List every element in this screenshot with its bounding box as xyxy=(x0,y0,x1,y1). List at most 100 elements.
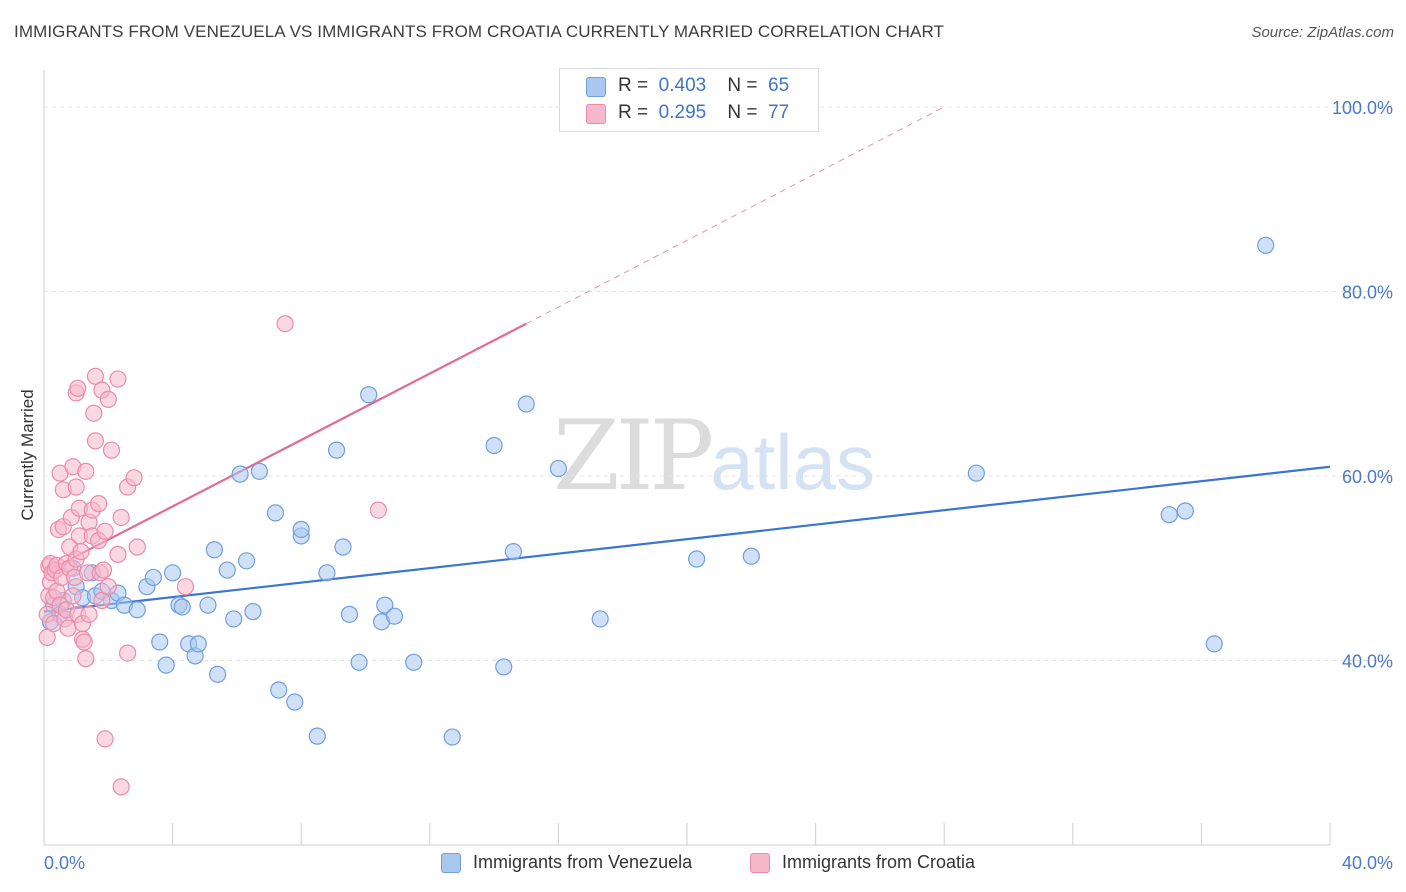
point-croatia-69 xyxy=(276,315,294,333)
r-value-venezuela: 0.403 xyxy=(658,75,707,96)
watermark-atlas: atlas xyxy=(710,418,875,506)
n-value-croatia: 77 xyxy=(768,102,790,123)
point-venezuela-28 xyxy=(225,610,243,628)
point-venezuela-18 xyxy=(164,564,182,582)
point-venezuela-24 xyxy=(199,596,217,614)
point-croatia-68 xyxy=(176,578,195,596)
series-swatch-croatia xyxy=(750,853,770,873)
series-swatch-venezuela xyxy=(441,853,461,873)
point-venezuela-40 xyxy=(327,441,346,459)
point-croatia-56 xyxy=(96,730,114,748)
y-tick-label-2: 80.0% xyxy=(1342,282,1393,302)
point-croatia-64 xyxy=(118,644,137,662)
point-venezuela-59 xyxy=(1160,506,1178,524)
trend-extension-croatia xyxy=(526,106,945,325)
point-croatia-59 xyxy=(102,441,121,459)
point-venezuela-43 xyxy=(350,653,368,671)
point-venezuela-16 xyxy=(151,633,169,651)
point-venezuela-62 xyxy=(1257,236,1275,254)
legend-swatch-croatia xyxy=(586,104,606,124)
point-croatia-47 xyxy=(86,367,105,385)
point-croatia-61 xyxy=(109,545,127,563)
point-venezuela-27 xyxy=(218,561,236,579)
n-value-venezuela: 65 xyxy=(768,75,790,96)
point-venezuela-39 xyxy=(318,564,336,582)
x-tick-label-max: 40.0% xyxy=(1342,853,1393,873)
gridlines xyxy=(44,106,1392,661)
point-venezuela-30 xyxy=(237,552,256,570)
trend-lines xyxy=(43,106,1331,613)
point-venezuela-51 xyxy=(495,658,513,676)
point-croatia-70 xyxy=(369,501,387,519)
point-croatia-52 xyxy=(93,591,111,610)
point-croatia-66 xyxy=(125,469,143,487)
point-venezuela-50 xyxy=(485,436,503,455)
point-venezuela-32 xyxy=(250,462,269,480)
tick-labels: 40.0% 60.0% 80.0% 100.0% 0.0% 40.0% xyxy=(44,98,1393,873)
series-label-croatia: Immigrants from Croatia xyxy=(782,852,976,872)
point-venezuela-56 xyxy=(688,550,706,568)
point-venezuela-52 xyxy=(504,543,522,561)
point-croatia-54 xyxy=(94,561,113,579)
point-croatia-42 xyxy=(80,605,98,623)
point-croatia-58 xyxy=(99,578,117,596)
point-croatia-62 xyxy=(112,778,130,796)
point-croatia-55 xyxy=(96,522,114,540)
y-tick-label-1: 60.0% xyxy=(1342,467,1393,487)
data-points xyxy=(38,236,1275,796)
point-venezuela-61 xyxy=(1205,635,1223,653)
point-croatia-57 xyxy=(99,390,117,408)
point-venezuela-42 xyxy=(340,605,359,623)
r-value-croatia: 0.295 xyxy=(658,102,707,123)
point-croatia-40 xyxy=(77,650,95,668)
chart-title: IMMIGRANTS FROM VENEZUELA VS IMMIGRANTS … xyxy=(14,22,945,41)
point-venezuela-26 xyxy=(209,665,227,683)
watermark-zip: ZIP xyxy=(553,400,714,512)
point-venezuela-29 xyxy=(231,465,249,483)
point-venezuela-48 xyxy=(405,653,423,671)
point-croatia-0 xyxy=(38,628,56,647)
trend-line-croatia xyxy=(43,322,527,574)
point-croatia-39 xyxy=(77,462,95,480)
point-venezuela-49 xyxy=(443,728,461,746)
y-tick-label-0: 40.0% xyxy=(1342,651,1393,671)
point-venezuela-17 xyxy=(157,656,175,674)
point-croatia-48 xyxy=(86,432,105,450)
point-venezuela-41 xyxy=(334,538,352,556)
point-venezuela-25 xyxy=(205,541,223,559)
x-tick-label-min: 0.0% xyxy=(44,853,85,873)
point-croatia-33 xyxy=(72,543,90,561)
point-croatia-46 xyxy=(85,404,103,422)
point-venezuela-35 xyxy=(286,693,304,711)
y-tick-label-3: 100.0% xyxy=(1332,98,1393,118)
series-label-venezuela: Immigrants from Venezuela xyxy=(473,852,693,872)
point-venezuela-55 xyxy=(591,610,609,628)
point-venezuela-46 xyxy=(376,596,394,614)
point-venezuela-60 xyxy=(1176,502,1194,520)
point-venezuela-38 xyxy=(308,727,326,745)
point-croatia-25 xyxy=(64,587,82,605)
point-venezuela-15 xyxy=(144,568,162,587)
point-venezuela-57 xyxy=(742,547,760,565)
point-croatia-35 xyxy=(69,379,87,397)
source-credit: Source: ZipAtlas.com xyxy=(1251,24,1394,41)
point-venezuela-47 xyxy=(385,607,404,625)
point-croatia-29 xyxy=(67,478,85,496)
point-croatia-63 xyxy=(112,508,130,527)
point-venezuela-33 xyxy=(266,504,285,522)
point-venezuela-37 xyxy=(292,520,310,539)
point-venezuela-31 xyxy=(244,602,262,621)
point-croatia-49 xyxy=(90,495,108,513)
watermark: ZIPatlas xyxy=(553,400,875,512)
point-venezuela-13 xyxy=(128,601,146,619)
point-croatia-21 xyxy=(59,619,77,637)
point-venezuela-58 xyxy=(967,464,985,482)
legend-swatch-venezuela xyxy=(586,77,606,97)
correlation-legend: R = 0.403 N = 65 R = 0.295 N = 77 xyxy=(559,68,819,132)
point-croatia-67 xyxy=(128,538,146,556)
trend-line-venezuela xyxy=(43,465,1331,613)
axes xyxy=(43,70,1331,846)
point-venezuela-23 xyxy=(189,635,207,653)
point-croatia-60 xyxy=(109,370,127,388)
